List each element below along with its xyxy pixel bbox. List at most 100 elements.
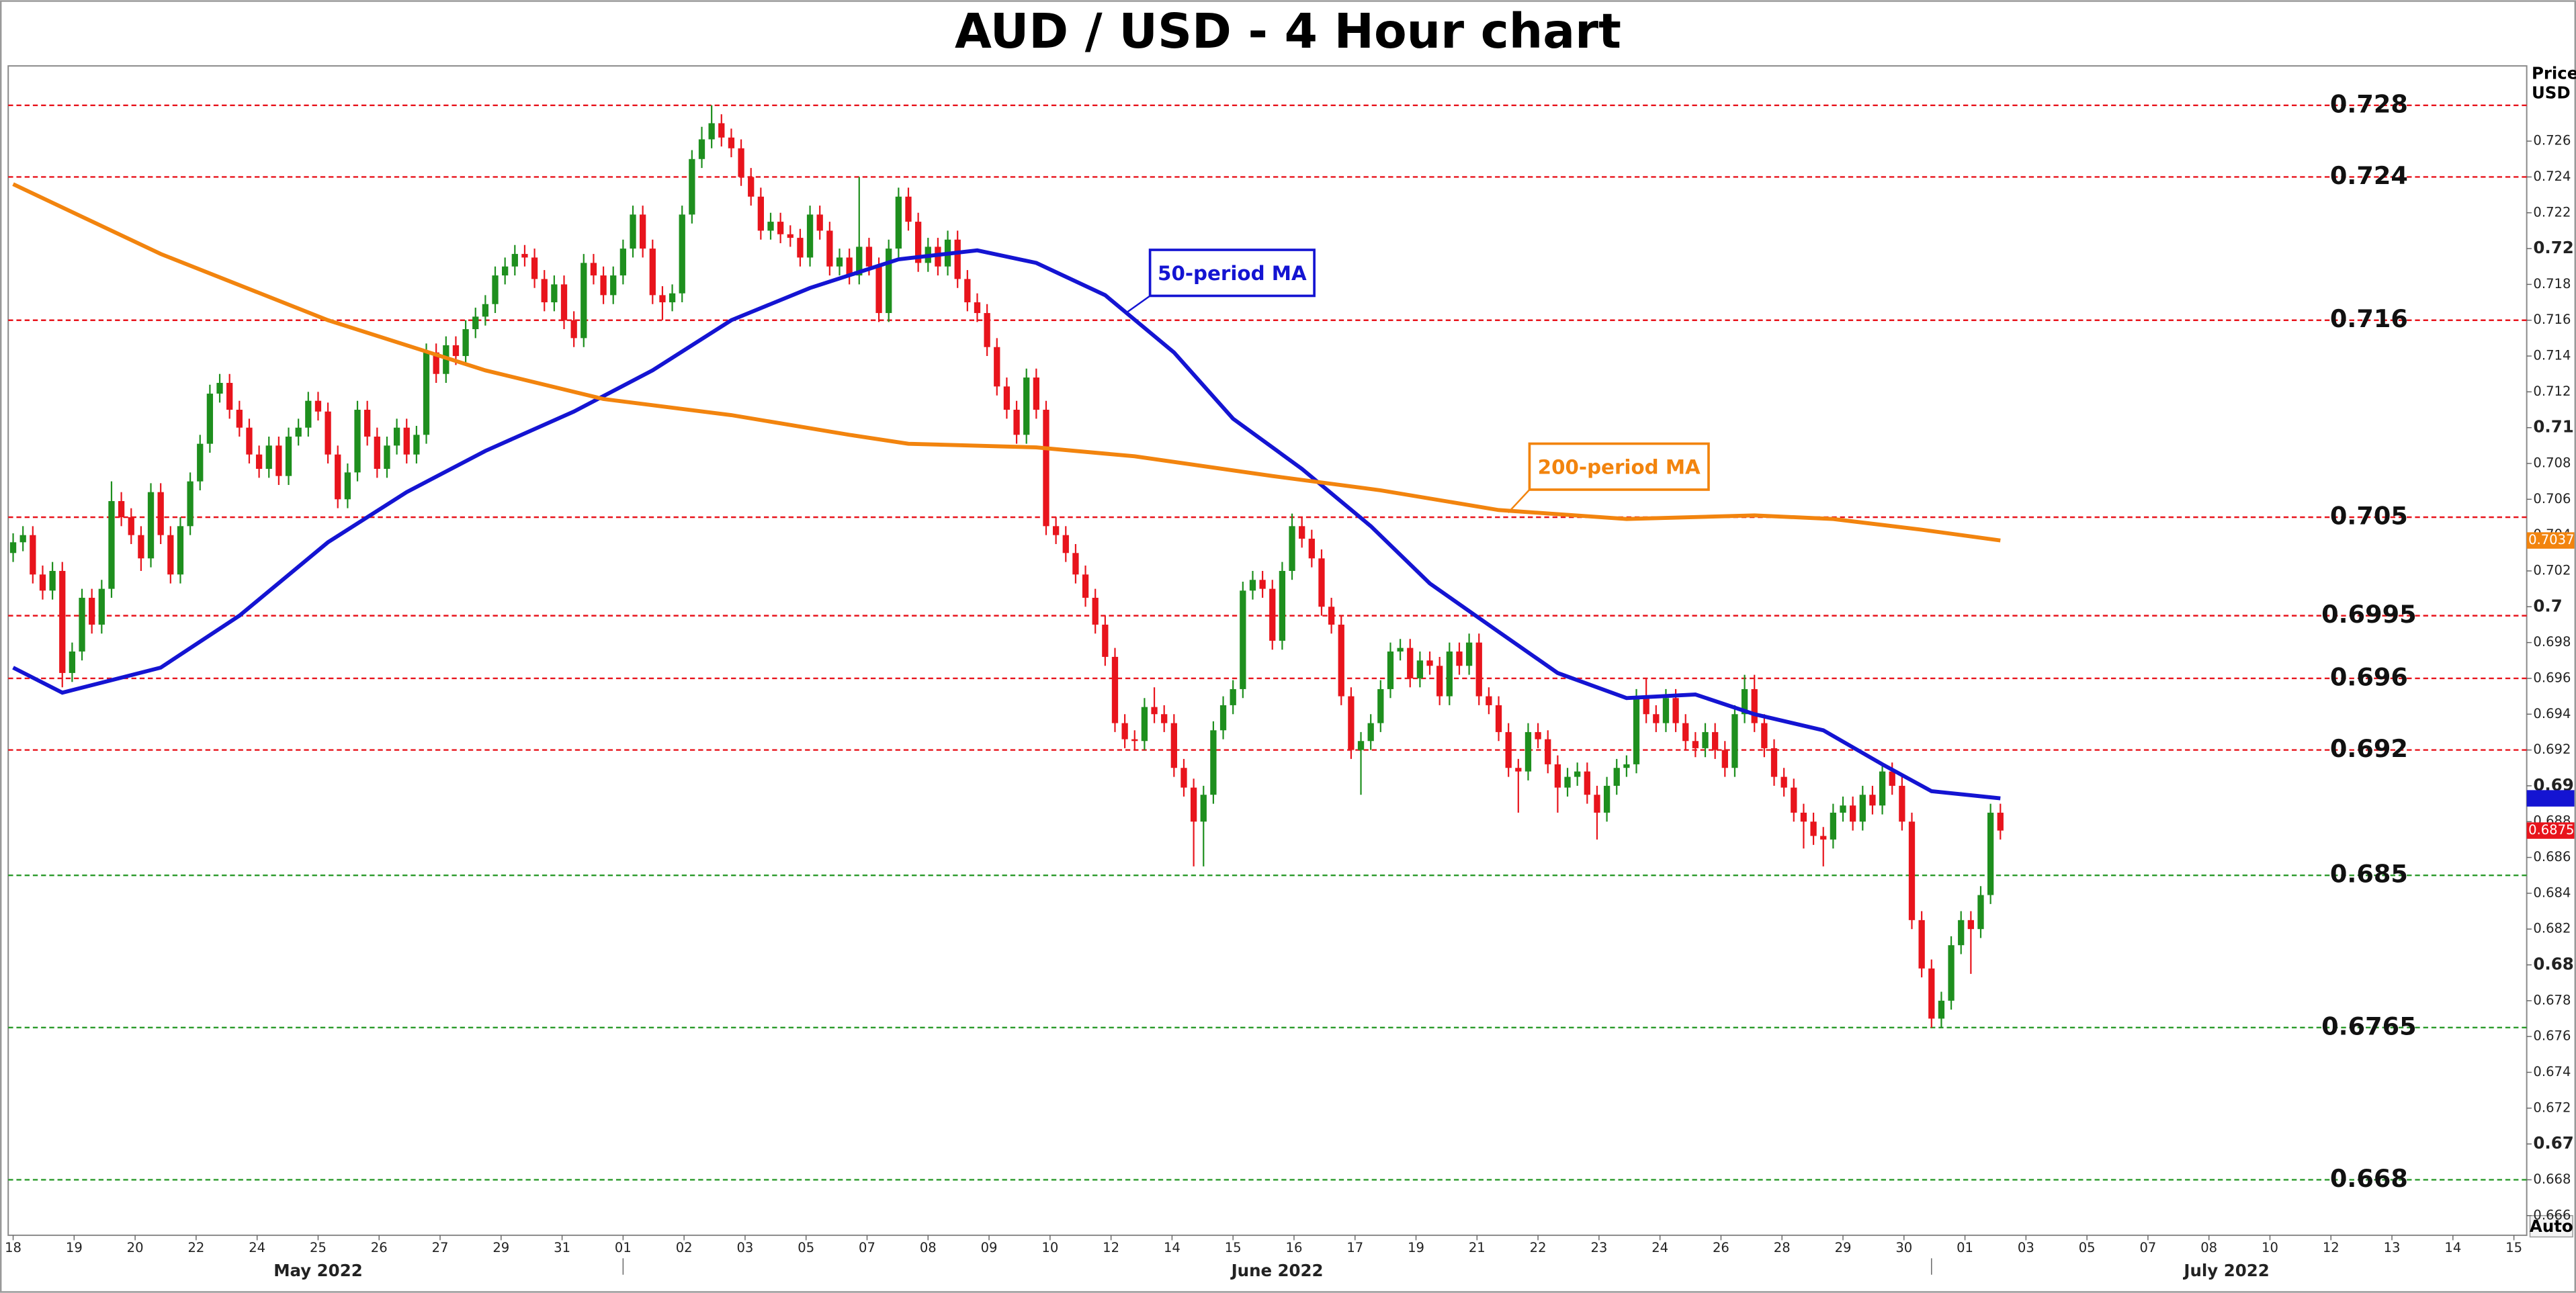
candle-body: [698, 139, 705, 159]
y-tick-label: 0.694: [2533, 706, 2571, 721]
candle-body: [689, 159, 695, 215]
candle-body: [610, 275, 617, 296]
candle-body: [1761, 723, 1768, 748]
candle-body: [757, 196, 765, 231]
candle-body: [1662, 698, 1670, 723]
candle-body: [1840, 805, 1846, 813]
candle-body: [187, 481, 194, 527]
candle-body: [305, 400, 312, 428]
x-tick-label: 08: [920, 1240, 937, 1255]
level-label: 0.6995: [2321, 600, 2416, 629]
x-tick-label: 07: [2139, 1240, 2156, 1255]
candle-body: [1791, 787, 1797, 813]
candle-body: [777, 222, 784, 234]
candle-body: [19, 535, 26, 543]
value-tag: [2526, 790, 2575, 807]
y-tick-label: 0.71: [2533, 417, 2573, 437]
candle-body: [1721, 750, 1728, 768]
candle-body: [39, 574, 46, 591]
candle-body: [1299, 526, 1305, 539]
candle-body: [1613, 768, 1620, 786]
candle-body: [846, 257, 853, 276]
moving-average-line: [12, 182, 2001, 543]
y-tick-label: 0.716: [2533, 312, 2571, 327]
candle-body: [1899, 785, 1905, 822]
candle-body: [1200, 795, 1207, 822]
y-tick-label: 0.692: [2533, 742, 2571, 757]
candle-body: [669, 293, 676, 303]
auto-button[interactable]: [2529, 1215, 2573, 1238]
level-label: 0.692: [2330, 734, 2408, 763]
y-tick-label: 0.67: [2533, 1133, 2573, 1153]
candle-body: [275, 445, 282, 476]
candle-body: [1465, 642, 1473, 666]
auto-button-label[interactable]: Auto: [2530, 1216, 2573, 1236]
candle-body: [9, 542, 17, 553]
month-label: May 2022: [273, 1261, 363, 1280]
candle-body: [787, 234, 793, 238]
x-tick-label: 03: [2018, 1240, 2034, 1255]
candle-body: [167, 535, 174, 575]
x-tick-label: 22: [1530, 1240, 1547, 1255]
candle-body: [1535, 731, 1541, 740]
candle-body: [1240, 590, 1246, 689]
candle-body: [954, 239, 961, 279]
y-tick-label: 0.686: [2533, 849, 2571, 864]
candle-body: [1111, 656, 1119, 723]
y-tick-label: 0.672: [2533, 1100, 2571, 1115]
candle-body: [1712, 731, 1719, 750]
candle-body: [1180, 768, 1187, 788]
x-tick-label: 02: [676, 1240, 693, 1255]
candle-body: [89, 597, 95, 625]
candle-body: [1820, 836, 1827, 840]
candle-body: [69, 651, 76, 673]
candle-body: [531, 257, 538, 279]
candle-body: [1702, 731, 1709, 748]
candle-body: [1279, 570, 1286, 641]
candle-body: [816, 214, 823, 231]
candle-body: [285, 437, 292, 476]
candle-body: [1092, 597, 1099, 625]
plot-area: [7, 65, 2528, 1237]
candle-body: [1082, 574, 1089, 598]
chart-title: AUD / USD - 4 Hour chart: [955, 3, 1621, 59]
candle-body: [1052, 526, 1060, 535]
candle-body: [482, 304, 489, 317]
candle-body: [1338, 624, 1344, 697]
candle-body: [1682, 723, 1689, 742]
candle-body: [640, 214, 646, 249]
y-axis-label: Price: [2532, 63, 2576, 83]
annotation-label: 50-period MA: [1158, 262, 1307, 285]
candle-body: [157, 492, 164, 535]
candle-body: [1072, 553, 1079, 575]
y-tick-label: 0.702: [2533, 562, 2571, 578]
x-tick-label: 03: [736, 1240, 753, 1255]
x-tick-label: 25: [310, 1240, 327, 1255]
x-tick-label: 07: [859, 1240, 875, 1255]
candle-body: [197, 443, 204, 482]
candle-body: [905, 196, 912, 222]
candle-body: [1308, 538, 1315, 559]
candle-body: [1692, 741, 1699, 748]
candle-body: [265, 445, 272, 470]
candle-body: [649, 249, 656, 296]
candle-body: [521, 254, 528, 258]
candle-body: [1141, 707, 1148, 742]
y-tick-label: 0.724: [2533, 169, 2571, 184]
candle-body: [797, 238, 804, 258]
candle-body: [679, 214, 685, 294]
candle-body: [1446, 651, 1453, 697]
candle-body: [1967, 920, 1975, 930]
y-tick-label: 0.68: [2533, 954, 2573, 974]
candle-body: [1623, 764, 1630, 768]
y-tick-label: 0.676: [2533, 1028, 2571, 1044]
x-tick-label: 24: [249, 1240, 265, 1255]
y-tick-label: 0.708: [2533, 455, 2571, 471]
candle-body: [423, 352, 430, 435]
x-tick-label: 05: [2079, 1240, 2096, 1255]
candle-body: [472, 316, 479, 330]
candle-body: [767, 222, 774, 231]
candle-body: [1328, 607, 1335, 625]
candle-body: [1554, 764, 1561, 788]
